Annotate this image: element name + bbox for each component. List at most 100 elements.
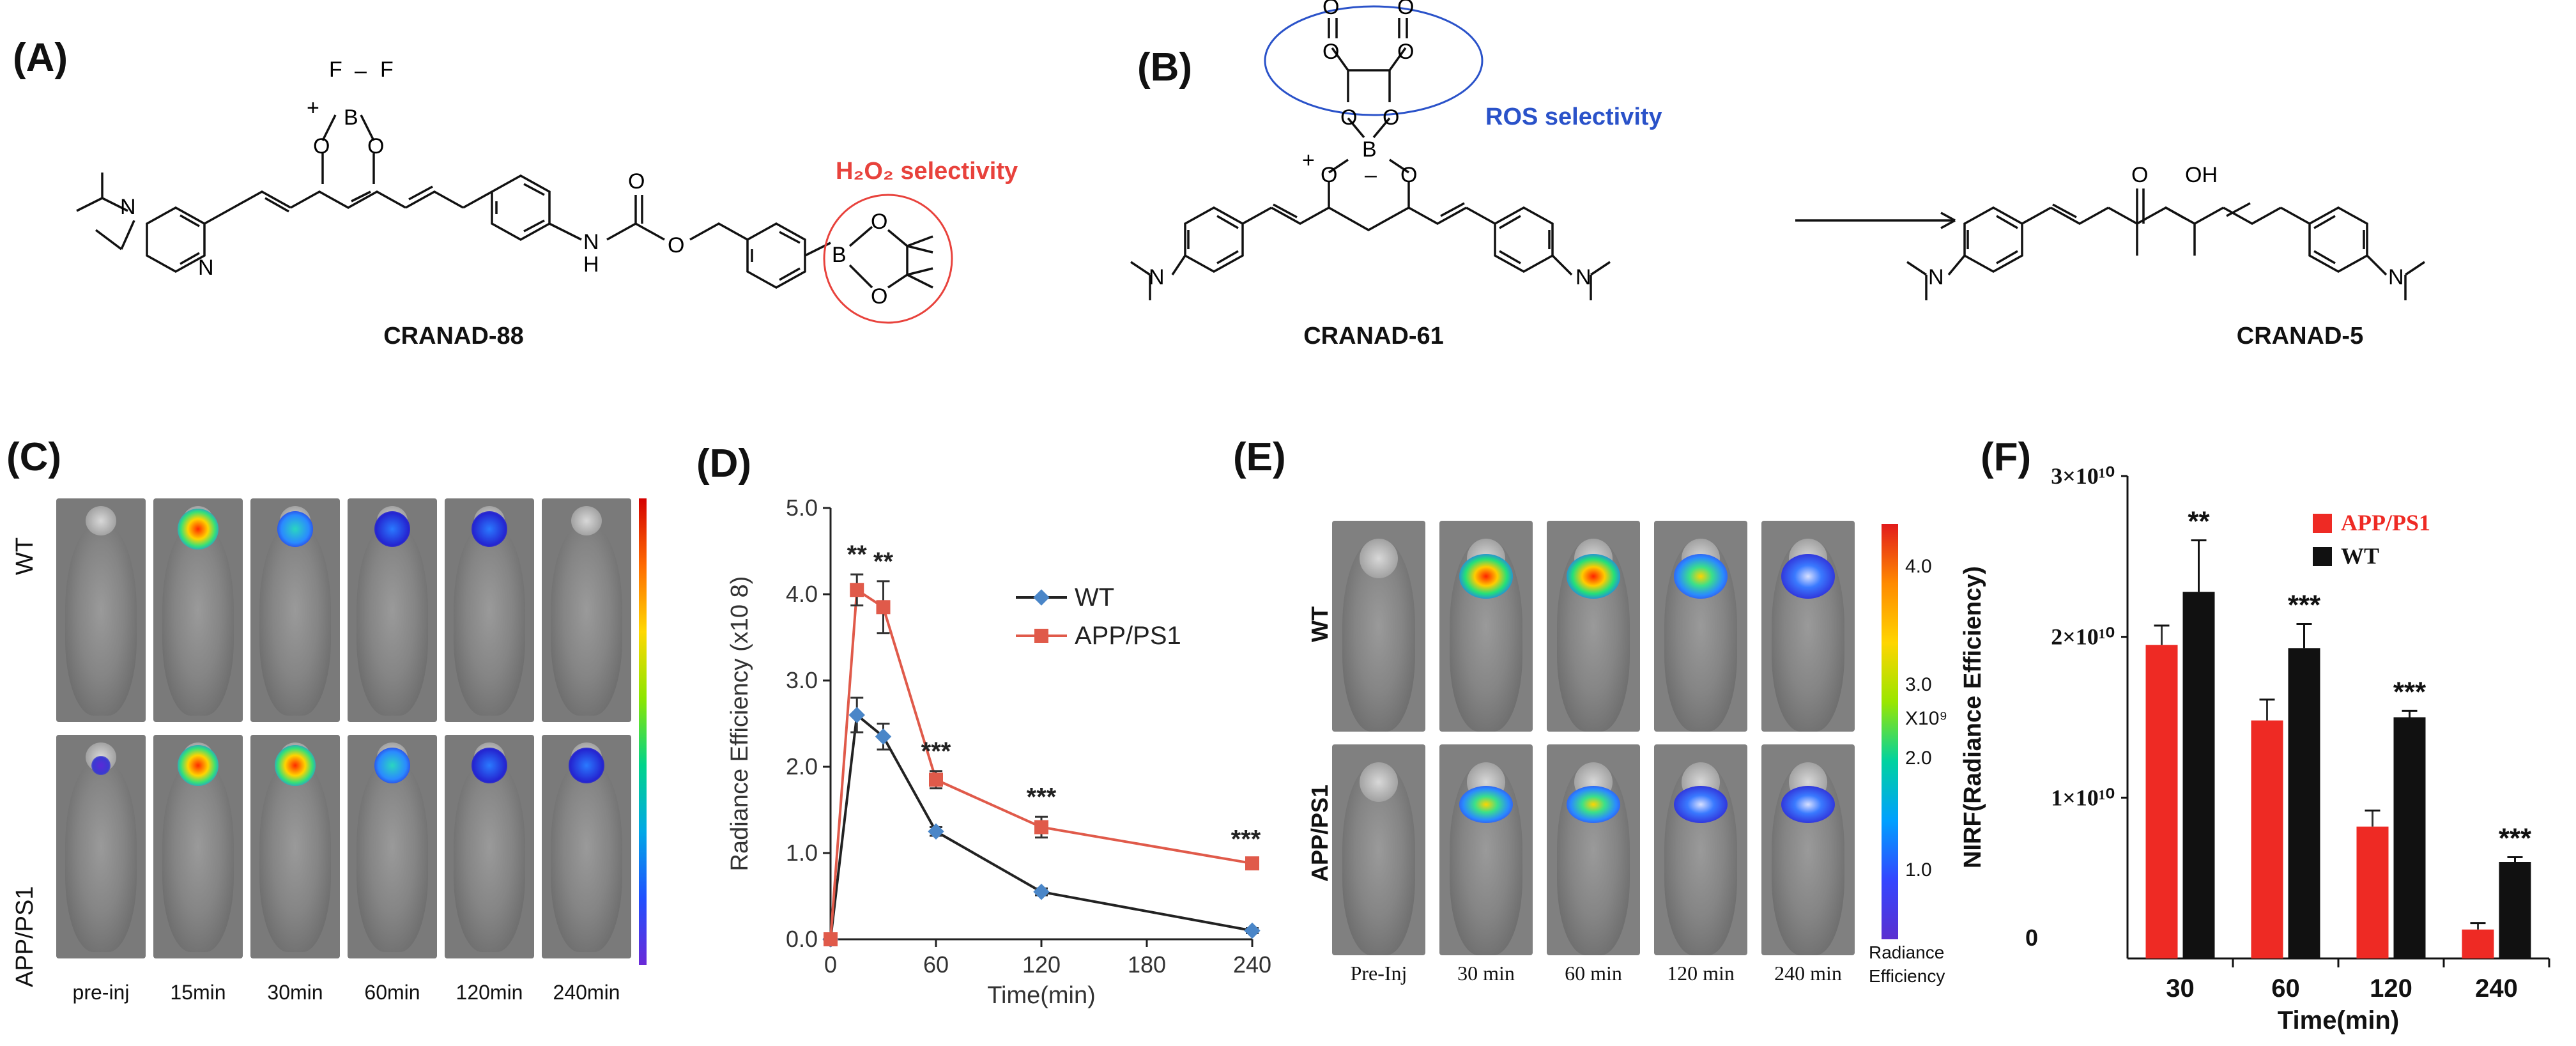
panel-e-app-row-label: APP/PS1 [1307, 784, 1333, 882]
data-point [876, 600, 891, 615]
oxygen-atom: O [1383, 105, 1399, 130]
bar [2462, 929, 2494, 958]
minus-charge: – [355, 59, 367, 83]
panel-d-line-chart: 0.0 1.0 2.0 3.0 4.0 5.0 0 60 120 180 240 Time(min) R… [726, 495, 1271, 1009]
cranad-61-label: CRANAD-61 [1303, 323, 1444, 350]
legend-label: APP/PS1 [2341, 510, 2430, 535]
colorbar-multiplier: X10⁹ [1905, 708, 1948, 729]
cranad-88-label: CRANAD-88 [383, 323, 524, 350]
fluorescence-signal [178, 745, 218, 786]
timepoint-label: 240 min [1774, 962, 1842, 985]
legend-label: APP/PS1 [1075, 622, 1181, 650]
mouse-body [454, 760, 525, 952]
y-axis-label: NIRF(Radiance Efficiency) [1959, 566, 1986, 868]
mouse-image [445, 498, 534, 722]
fluorescence-signal [471, 748, 507, 783]
oxalate-o: O [1397, 40, 1414, 64]
boronate-b: B [832, 243, 847, 267]
x-tick-label: 120 [2370, 974, 2412, 1003]
fluorescence-signal [1459, 554, 1513, 599]
y-tick-label: 1×10¹⁰ [2051, 785, 2115, 810]
fluorescence-signal [374, 511, 410, 547]
colorbar-tick: 3.0 [1905, 674, 1932, 695]
timepoint-label: Pre-Inj [1350, 962, 1407, 985]
colorbar-tick: 1.0 [1905, 859, 1932, 881]
legend-swatch [2313, 514, 2332, 533]
legend-marker [1033, 589, 1050, 606]
fluorescence-signal [1567, 786, 1620, 823]
x-tick-label: 240 [2475, 974, 2518, 1003]
h2o2-highlight-circle [823, 194, 953, 324]
significance-marker: *** [2288, 590, 2321, 621]
data-point [929, 773, 943, 787]
amine-n: N [1928, 265, 1944, 289]
series-line [829, 587, 1253, 940]
mouse-image [1332, 744, 1425, 955]
timepoint-label: 240min [553, 981, 620, 1004]
fluorescence-signal [1781, 786, 1835, 823]
colorbar-tick: 2.0 [1905, 748, 1932, 769]
boron-atom: B [344, 105, 358, 130]
x-tick-label: 0 [824, 951, 837, 978]
mouse-body [551, 760, 622, 952]
timepoint-label: 30min [267, 981, 323, 1004]
panel-e-label: (E) [1233, 435, 1286, 479]
y-tick-label: 1.0 [786, 840, 818, 866]
mouse-image [1761, 521, 1855, 732]
amine-n: N [120, 195, 136, 219]
amine-n: N [1575, 265, 1591, 289]
fluorescence-signal [569, 748, 604, 783]
significance-marker: *** [1231, 825, 1261, 853]
plus-charge: + [307, 96, 319, 120]
amine-n: N [1149, 265, 1165, 289]
mouse-image [1654, 744, 1747, 955]
timepoint-label: 30 min [1457, 962, 1515, 985]
mouse-image [56, 735, 146, 958]
amine-n: N [2388, 265, 2404, 289]
data-point [1034, 820, 1048, 834]
ros-selectivity-label: ROS selectivity [1485, 104, 1662, 130]
x-tick-label: 180 [1128, 951, 1166, 978]
x-axis-label: Time(min) [987, 982, 1096, 1009]
fluorescence-signal [275, 745, 316, 786]
data-point [824, 932, 838, 946]
mouse-image [1332, 521, 1425, 732]
carbonyl-o: O [1397, 0, 1414, 19]
mouse-head [1360, 539, 1398, 578]
plus-charge: + [1302, 148, 1315, 173]
mouse-body [162, 524, 234, 716]
fluorescence-signal [1674, 786, 1728, 823]
fluorine-atom: F [380, 58, 394, 82]
mouse-body [162, 760, 234, 952]
ros-highlight-ellipse [1264, 5, 1483, 116]
oxygen-atom: O [313, 134, 330, 158]
ring-n: N [198, 256, 214, 280]
mouse-image [1439, 744, 1533, 955]
significance-marker: ** [873, 548, 894, 576]
panel-c-wt-row-label: WT [12, 537, 38, 575]
panel-e-colorbar [1882, 524, 1898, 939]
mouse-image [1439, 521, 1533, 732]
colorbar-title-line1: Radiance [1869, 942, 1945, 962]
minus-charge: – [1365, 163, 1377, 187]
bar [2182, 592, 2215, 958]
mouse-image [1547, 521, 1640, 732]
cranad-61-5-structures: O O O O B O O O O + – N N O OH N N ROS s… [1130, 0, 2425, 300]
significance-marker: ** [847, 541, 868, 569]
legend-swatch [2313, 547, 2332, 566]
x-axis-label: Time(min) [2278, 1006, 2399, 1034]
nh-n: N [583, 230, 599, 254]
timepoint-label: pre-inj [72, 981, 130, 1004]
oxygen-atom: O [1321, 163, 1337, 187]
timepoint-label: 60 min [1565, 962, 1622, 985]
bar [2499, 862, 2531, 958]
significance-marker: *** [921, 737, 951, 765]
fluorescence-signal [1459, 786, 1513, 823]
mouse-head [86, 506, 116, 535]
boronate-o: O [871, 210, 887, 234]
fluorescence-signal [374, 748, 410, 783]
ester-o: O [668, 233, 684, 258]
colorbar-title-line2: Efficiency [1869, 966, 1945, 986]
mouse-image [542, 498, 631, 722]
carbonyl-o: O [1322, 0, 1339, 19]
